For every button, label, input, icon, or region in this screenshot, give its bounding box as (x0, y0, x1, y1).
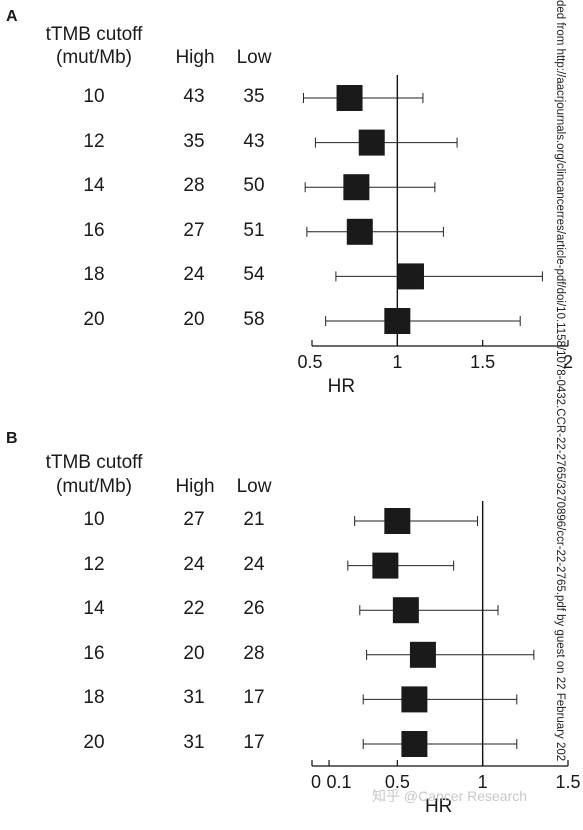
panel-b-hr-marker (392, 597, 419, 624)
panel-a-row-low: 43 (243, 130, 265, 152)
panel-a-row-cutoff: 16 (83, 219, 105, 241)
panel-a-x-tick-label: 1.5 (470, 352, 495, 372)
panel-b-row-low: 17 (243, 687, 265, 709)
panel-b-x-tick-label: 0 (311, 772, 321, 792)
panel-b-row-low: 26 (243, 598, 265, 620)
panel-b-row-low: 28 (243, 642, 265, 664)
panel-a-row-cutoff: 18 (83, 264, 105, 286)
panel-b-row-high: 31 (183, 687, 205, 709)
panel-a-hr-marker (397, 263, 424, 290)
panel-b-x-tick-label: 1.5 (555, 772, 580, 792)
panel-b-row-high: 27 (183, 509, 205, 530)
panel-a-row-cutoff: 12 (83, 130, 105, 152)
panel-a-x-tick-label: 2 (563, 352, 573, 372)
panel-a-row-high: 43 (183, 86, 205, 107)
panel-a-hr-marker (336, 85, 363, 111)
watermark: 知乎 @Cancer Research (372, 788, 528, 804)
panel-a-hr-marker (358, 129, 385, 156)
panel-a-row-high: 20 (183, 309, 205, 330)
panel-a-forest-plot: 0.5 1 1.5 2 HR (297, 75, 573, 397)
panel-b-x-axis-label: HR (425, 796, 452, 817)
panel-b-row-high: 24 (183, 553, 205, 575)
panel-b-x-tick-label: 0.1 (327, 772, 352, 792)
panel-b-header-cutoff-line1: tTMB cutoff (45, 452, 143, 473)
panel-a-row-low: 54 (243, 264, 265, 286)
panel-a-row-high: 27 (183, 219, 205, 241)
panel-b-row-cutoff: 12 (83, 553, 105, 575)
panel-b-header-cutoff-line2: (mut/Mb) (56, 476, 132, 497)
panel-a-row-high: 28 (183, 175, 205, 197)
panel-b-row-cutoff: 10 (83, 509, 105, 530)
panel-a-row-cutoff: 10 (83, 86, 105, 107)
panel-a-row-high: 35 (183, 130, 205, 152)
download-side-text: ded from http://aacrjournals.org/clincan… (554, 0, 566, 762)
panel-b-row-low: 21 (243, 509, 265, 530)
panel-b-hr-marker (401, 686, 428, 713)
panel-b-row-high: 31 (183, 732, 205, 753)
panel-a-x-tick-label: 1 (392, 352, 402, 372)
panel-b-row-high: 22 (183, 598, 205, 620)
panel-a-x-tick-label: 0.5 (297, 352, 322, 372)
panel-a-row-low: 58 (243, 309, 265, 330)
panel-a-row-low: 35 (243, 86, 265, 107)
panel-b-hr-marker (409, 641, 436, 668)
panel-b-row-high: 20 (183, 642, 205, 664)
panel-a-x-axis-label: HR (328, 376, 355, 397)
panel-a-label: A (6, 8, 18, 25)
panel-a-row-low: 50 (243, 175, 265, 197)
panel-b-row-low: 17 (243, 732, 265, 753)
panel-a-row-cutoff: 20 (83, 309, 105, 330)
panel-b-row-cutoff: 20 (83, 732, 105, 753)
panel-b-row-low: 24 (243, 553, 265, 575)
panel-b-header-low: Low (236, 476, 272, 497)
panel-b-hr-marker (384, 508, 411, 534)
panel-b-row-cutoff: 18 (83, 687, 105, 709)
panel-b-row-cutoff: 16 (83, 642, 105, 664)
panel-b-forest-plot: 0 0.1 0.5 1 1.5 HR (311, 501, 581, 817)
panel-b-label: B (6, 430, 18, 447)
panel-b-header-high: High (175, 476, 215, 497)
panel-a-row-high: 24 (183, 264, 205, 286)
panel-a-header-low: Low (236, 47, 272, 68)
panel-b-row-cutoff: 14 (83, 598, 105, 620)
panel-a-hr-marker (384, 308, 411, 334)
panel-a-row-cutoff: 14 (83, 175, 105, 197)
panel-a-header-high: High (175, 47, 215, 68)
panel-b-hr-marker (401, 731, 428, 757)
panel-a-header-cutoff-line1: tTMB cutoff (45, 24, 143, 45)
panel-a-row-low: 51 (243, 219, 265, 241)
panel-a-hr-marker (343, 174, 370, 201)
panel-b-hr-marker (372, 552, 399, 579)
panel-a-hr-marker (346, 218, 373, 245)
panel-a-header-cutoff-line2: (mut/Mb) (56, 47, 132, 68)
panel-b-x-tick-label: 1 (478, 772, 488, 792)
panel-b-x-tick-label: 0.5 (385, 772, 410, 792)
